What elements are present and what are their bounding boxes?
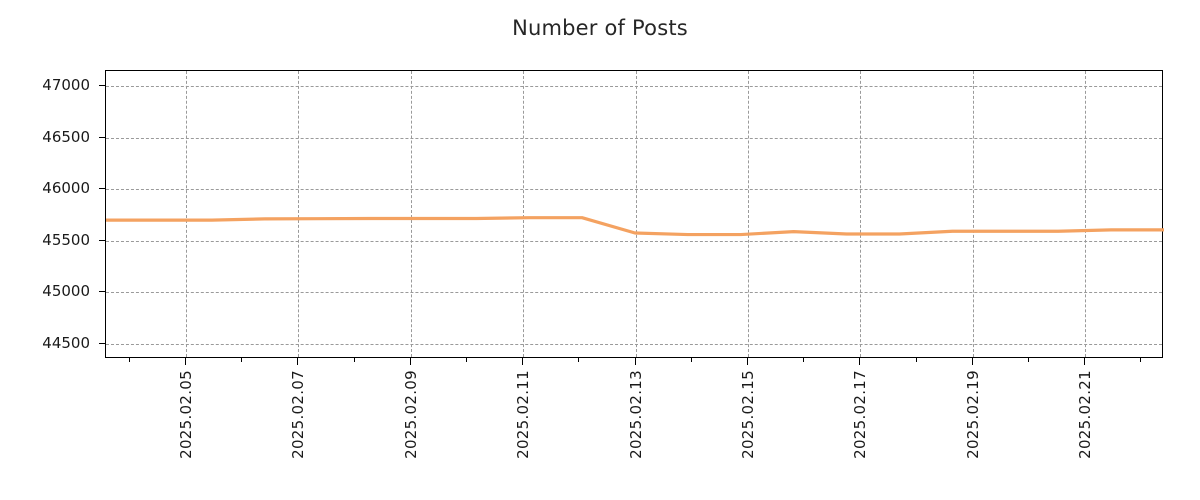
gridline-vertical bbox=[635, 71, 637, 357]
x-axis-minor-tick-mark bbox=[1140, 358, 1142, 362]
series-polyline bbox=[106, 216, 1164, 237]
y-axis-tick-mark bbox=[99, 85, 106, 87]
x-axis-minor-tick-mark bbox=[241, 358, 243, 362]
chart-title: Number of Posts bbox=[512, 16, 688, 40]
y-axis-tick-label: 44500 bbox=[42, 333, 90, 352]
x-axis-minor-tick-mark bbox=[128, 358, 130, 362]
gridline-horizontal bbox=[106, 292, 1162, 294]
x-axis-minor-tick-mark bbox=[915, 358, 917, 362]
plot-area bbox=[105, 70, 1164, 358]
x-axis-tick-label: 2025.02.17 bbox=[851, 370, 870, 459]
x-axis-tick-label: 2025.02.13 bbox=[626, 370, 645, 459]
x-axis-minor-tick-mark bbox=[747, 358, 748, 362]
y-axis-tick-mark bbox=[99, 188, 106, 190]
x-axis-tick-mark bbox=[859, 358, 861, 365]
gridline-horizontal bbox=[106, 189, 1162, 191]
gridline-horizontal bbox=[106, 240, 1162, 242]
y-axis-tick-mark bbox=[99, 291, 106, 293]
y-axis-tick-mark bbox=[99, 342, 106, 344]
gridline-vertical bbox=[523, 71, 525, 357]
y-axis-tick-mark bbox=[99, 239, 106, 241]
x-axis-minor-tick-mark bbox=[690, 358, 692, 362]
x-axis-tick-label: 2025.02.15 bbox=[739, 370, 757, 459]
x-axis-minor-tick-mark bbox=[578, 358, 580, 362]
x-axis-tick-mark bbox=[409, 358, 411, 365]
gridline-horizontal bbox=[106, 86, 1162, 88]
x-axis-tick-mark bbox=[185, 358, 186, 365]
x-axis-tick-label: 2025.02.07 bbox=[289, 370, 308, 459]
y-axis-tick-mark bbox=[99, 136, 106, 138]
x-axis-tick-mark bbox=[634, 358, 636, 365]
x-axis-tick-mark bbox=[1084, 358, 1086, 365]
x-axis-tick-mark bbox=[297, 358, 299, 365]
y-axis-tick-label: 46000 bbox=[42, 179, 90, 198]
x-axis-minor-tick-mark bbox=[353, 358, 355, 362]
y-axis-tick-label: 45500 bbox=[42, 230, 90, 249]
x-axis-tick-label: 2025.02.19 bbox=[963, 370, 982, 459]
x-axis-tick-label: 2025.02.05 bbox=[177, 370, 195, 459]
gridline-vertical bbox=[410, 71, 412, 357]
gridline-vertical bbox=[860, 71, 862, 357]
gridline-vertical bbox=[748, 71, 749, 357]
gridline-vertical bbox=[298, 71, 300, 357]
x-axis-minor-tick-mark bbox=[1028, 358, 1029, 362]
x-axis-tick-label: 2025.02.11 bbox=[514, 370, 533, 459]
x-axis-tick-mark bbox=[522, 358, 524, 365]
gridline-vertical bbox=[186, 71, 187, 357]
x-axis-minor-tick-mark bbox=[466, 358, 467, 362]
x-axis-minor-tick-mark bbox=[803, 358, 805, 362]
y-axis-tick-label: 46500 bbox=[42, 127, 90, 146]
y-axis-tick-label: 45000 bbox=[42, 282, 90, 301]
x-axis-tick-label: 2025.02.21 bbox=[1076, 370, 1095, 459]
series-line-chart bbox=[106, 216, 1164, 237]
gridline-horizontal bbox=[106, 137, 1162, 139]
gridline-horizontal bbox=[106, 343, 1162, 345]
x-axis-tick-mark bbox=[971, 358, 973, 365]
x-axis-tick-label: 2025.02.09 bbox=[401, 370, 420, 459]
gridline-vertical bbox=[972, 71, 974, 357]
gridline-vertical bbox=[1085, 71, 1087, 357]
y-axis-tick-label: 47000 bbox=[42, 76, 90, 95]
